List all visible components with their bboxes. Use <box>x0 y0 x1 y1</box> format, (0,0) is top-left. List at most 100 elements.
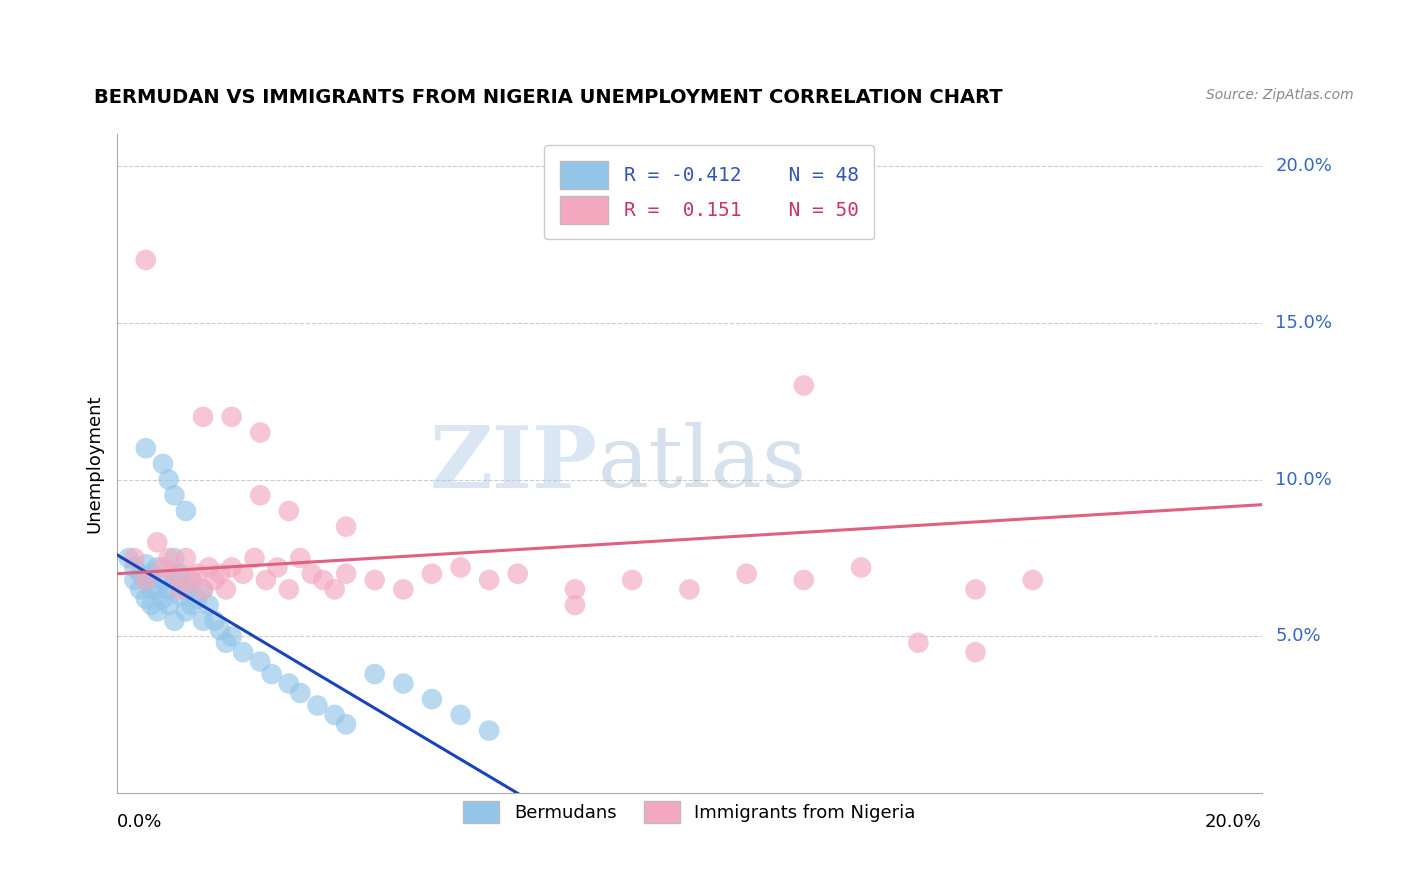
Point <box>678 582 700 597</box>
Point <box>232 645 254 659</box>
Point <box>215 636 238 650</box>
Point <box>163 614 186 628</box>
Point <box>450 560 472 574</box>
Point <box>124 560 146 574</box>
Point <box>249 655 271 669</box>
Point <box>420 692 443 706</box>
Text: 15.0%: 15.0% <box>1275 314 1333 332</box>
Text: 0.0%: 0.0% <box>117 814 163 831</box>
Legend: Bermudans, Immigrants from Nigeria: Bermudans, Immigrants from Nigeria <box>456 794 922 830</box>
Point <box>157 582 180 597</box>
Text: ZIP: ZIP <box>430 422 598 506</box>
Point <box>180 573 202 587</box>
Text: Source: ZipAtlas.com: Source: ZipAtlas.com <box>1205 88 1353 103</box>
Point <box>965 582 987 597</box>
Point <box>191 614 214 628</box>
Point <box>135 252 157 267</box>
Point <box>215 582 238 597</box>
Point <box>735 566 758 581</box>
Text: BERMUDAN VS IMMIGRANTS FROM NIGERIA UNEMPLOYMENT CORRELATION CHART: BERMUDAN VS IMMIGRANTS FROM NIGERIA UNEM… <box>94 88 1002 107</box>
Point <box>152 591 174 606</box>
Point <box>163 488 186 502</box>
Point <box>209 623 232 637</box>
Point <box>221 630 243 644</box>
Point <box>290 686 312 700</box>
Y-axis label: Unemployment: Unemployment <box>86 394 103 533</box>
Point <box>323 707 346 722</box>
Text: atlas: atlas <box>598 422 807 506</box>
Point <box>135 558 157 572</box>
Point <box>793 378 815 392</box>
Point <box>793 573 815 587</box>
Point <box>141 582 163 597</box>
Point <box>146 582 169 597</box>
Text: 20.0%: 20.0% <box>1205 814 1261 831</box>
Point <box>152 457 174 471</box>
Point <box>221 409 243 424</box>
Point <box>157 598 180 612</box>
Point <box>152 573 174 587</box>
Point <box>135 573 157 587</box>
Point <box>180 573 202 587</box>
Point <box>392 582 415 597</box>
Point <box>564 582 586 597</box>
Point <box>163 573 186 587</box>
Point <box>135 573 157 587</box>
Point <box>420 566 443 581</box>
Point <box>152 560 174 574</box>
Point <box>191 582 214 597</box>
Point <box>506 566 529 581</box>
Point <box>290 551 312 566</box>
Point <box>849 560 872 574</box>
Point <box>163 566 186 581</box>
Point <box>169 589 191 603</box>
Point <box>197 560 219 574</box>
Point <box>307 698 329 713</box>
Text: 20.0%: 20.0% <box>1275 157 1333 175</box>
Point <box>277 676 299 690</box>
Point <box>129 566 152 581</box>
Point <box>169 582 191 597</box>
Point <box>564 598 586 612</box>
Point <box>135 441 157 455</box>
Point <box>478 573 501 587</box>
Point <box>965 645 987 659</box>
Point <box>363 667 385 681</box>
Point <box>277 582 299 597</box>
Point <box>180 598 202 612</box>
Point <box>277 504 299 518</box>
Point <box>204 614 226 628</box>
Point <box>335 519 357 533</box>
Point <box>1022 573 1045 587</box>
Point <box>363 573 385 587</box>
Point <box>141 566 163 581</box>
Point <box>124 551 146 566</box>
Point <box>174 551 197 566</box>
Point <box>174 604 197 618</box>
Point <box>266 560 288 574</box>
Point <box>146 560 169 574</box>
Point <box>204 573 226 587</box>
Point <box>135 591 157 606</box>
Point <box>124 573 146 587</box>
Point <box>907 636 929 650</box>
Point <box>249 488 271 502</box>
Point <box>254 573 277 587</box>
Point <box>157 551 180 566</box>
Point <box>141 598 163 612</box>
Point <box>243 551 266 566</box>
Point <box>392 676 415 690</box>
Point <box>186 591 208 606</box>
Text: 10.0%: 10.0% <box>1275 471 1331 489</box>
Point <box>169 566 191 581</box>
Point <box>157 473 180 487</box>
Point <box>221 560 243 574</box>
Point <box>209 566 232 581</box>
Point <box>117 551 139 566</box>
Point <box>478 723 501 738</box>
Text: 5.0%: 5.0% <box>1275 627 1322 646</box>
Point <box>191 409 214 424</box>
Point <box>197 598 219 612</box>
Point <box>146 604 169 618</box>
Point <box>450 707 472 722</box>
